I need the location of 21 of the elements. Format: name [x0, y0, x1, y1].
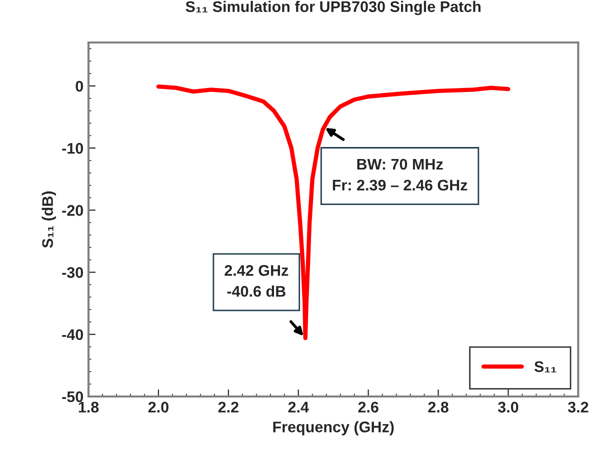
y-axis-title: S₁₁ (dB) [42, 191, 56, 248]
x-tick-label: 2.0 [148, 402, 168, 413]
y-tick-label: -30 [62, 267, 84, 278]
x-tick-label: 2.4 [288, 402, 309, 412]
x-tick-label: 2.2 [218, 402, 238, 412]
x-tick-label: 1.8 [78, 402, 99, 413]
line-series [156, 84, 510, 340]
x-tick-label: 2.6 [358, 402, 378, 413]
x-tick-label: 2.8 [428, 402, 448, 413]
annotation: BW: 70 MHz Fr: 2.39 – 2.46 GHz [332, 158, 468, 191]
x-axis-title: Frequency (GHz) [273, 421, 394, 436]
legend-label: S₁₁ [534, 361, 556, 372]
y-tick-label: -10 [62, 142, 84, 154]
x-tick-label: 3.2 [568, 402, 588, 413]
annotation: 2.42 GHz -40.6 dB [224, 265, 288, 297]
x-tick-label: 3.0 [498, 402, 518, 413]
y-tick-label: -40 [62, 329, 84, 340]
chart-title: S₁₁ Simulation for UPB7030 Single Patch [186, 0, 481, 16]
y-tick-label: 0 [76, 80, 84, 92]
y-tick-label: -50 [62, 391, 84, 402]
y-tick-label: -20 [62, 205, 84, 216]
